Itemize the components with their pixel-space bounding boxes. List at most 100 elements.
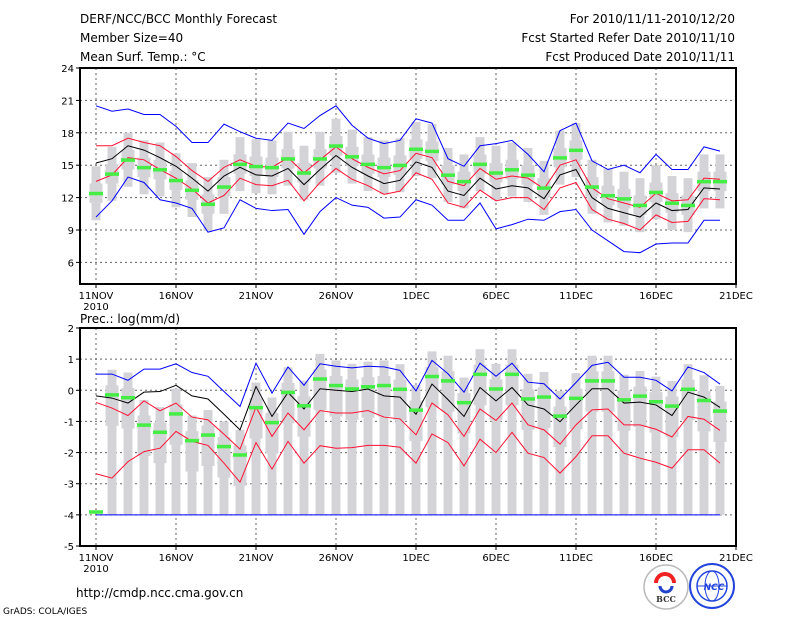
range-box	[521, 389, 535, 430]
observed-mark	[553, 414, 567, 418]
observed-mark	[185, 188, 199, 193]
series-min-line	[95, 176, 720, 254]
range-box	[649, 392, 663, 433]
observed-mark	[137, 423, 151, 427]
range-whisker	[443, 355, 453, 515]
observed-mark	[457, 400, 471, 405]
observed-mark	[297, 404, 311, 408]
observed-mark	[297, 171, 311, 175]
range-box	[553, 406, 567, 447]
y-tick-label: -3	[64, 480, 74, 491]
range-whisker	[427, 351, 437, 515]
x-year-label: 2010	[83, 564, 108, 575]
series-lower-line	[95, 157, 721, 231]
observed-mark	[313, 157, 327, 161]
x-tick-label: 11DEC	[559, 553, 593, 564]
observed-mark	[537, 186, 551, 190]
observed-mark	[233, 162, 247, 167]
range-box	[233, 445, 247, 486]
observed-mark	[521, 173, 535, 177]
observed-mark	[489, 387, 503, 391]
observed-mark	[313, 377, 327, 381]
observed-mark	[201, 433, 215, 437]
observed-mark	[361, 162, 375, 167]
observed-mark	[329, 383, 343, 388]
observed-mark	[585, 379, 599, 383]
observed-mark	[569, 148, 583, 153]
series-max-line	[96, 359, 721, 408]
observed-mark	[473, 162, 487, 167]
range-box	[329, 375, 343, 417]
observed-mark	[665, 201, 679, 205]
range-whisker	[571, 373, 581, 515]
observed-mark	[697, 398, 711, 403]
range-whisker	[411, 384, 421, 515]
observed-mark	[457, 179, 471, 184]
y-tick-label: 2	[68, 324, 74, 335]
range-whisker	[491, 363, 501, 515]
range-whisker	[395, 364, 405, 515]
observed-mark	[169, 178, 183, 183]
range-whisker	[171, 388, 181, 515]
observed-mark	[425, 149, 439, 154]
x-tick-label: 21DEC	[719, 553, 753, 564]
range-box	[121, 388, 135, 429]
observed-mark	[153, 430, 167, 435]
observed-mark	[265, 165, 279, 170]
range-box	[489, 379, 503, 420]
range-box	[345, 379, 359, 420]
x-tick-label: 16DEC	[639, 291, 673, 302]
ncc-logo-text: NCC	[704, 583, 725, 593]
observed-mark	[601, 193, 615, 198]
range-box	[217, 437, 231, 478]
range-whisker	[683, 364, 693, 515]
observed-mark	[153, 168, 167, 172]
series-lower-line	[95, 430, 721, 484]
observed-mark	[121, 158, 135, 162]
x-tick-label: 11DEC	[559, 291, 593, 302]
range-box	[265, 413, 279, 454]
observed-mark	[249, 405, 263, 410]
plot-frame	[79, 327, 737, 547]
range-box	[633, 386, 647, 428]
range-whisker	[379, 360, 389, 515]
observed-mark	[249, 164, 263, 169]
x-tick-label: 21NOV	[239, 291, 274, 302]
plot-frame	[79, 67, 737, 285]
range-box	[105, 385, 119, 426]
observed-mark	[633, 394, 647, 398]
observed-mark	[217, 444, 231, 449]
range-box	[585, 371, 599, 412]
range-box	[457, 393, 471, 434]
temperature-panel-title: Mean Surf. Temp.: °C	[80, 50, 206, 64]
observed-mark	[121, 395, 135, 400]
range-whisker	[315, 353, 325, 515]
observed-mark	[409, 147, 423, 151]
series-mean-line	[95, 145, 721, 218]
range-box	[169, 404, 183, 445]
x-tick-label: 6DEC	[482, 553, 509, 564]
observed-mark	[681, 387, 695, 392]
range-whisker	[107, 369, 117, 515]
y-tick-label: 15	[61, 161, 74, 172]
x-tick-label: 16NOV	[159, 553, 194, 564]
observed-mark	[505, 372, 519, 377]
x-tick-label: 11NOV	[79, 553, 114, 564]
y-tick-label: -2	[64, 449, 74, 460]
observed-mark	[521, 397, 535, 401]
range-whisker	[459, 377, 469, 515]
observed-mark	[441, 173, 455, 177]
x-tick-label: 1DEC	[402, 553, 429, 564]
observed-mark	[233, 453, 247, 457]
observed-mark	[329, 144, 343, 148]
range-box	[137, 415, 151, 456]
observed-mark	[409, 408, 423, 412]
observed-mark	[633, 203, 647, 208]
x-tick-label: 16DEC	[639, 553, 673, 564]
range-whisker	[347, 363, 357, 515]
series-upper-line	[96, 137, 721, 208]
observed-mark	[601, 379, 615, 383]
observed-mark	[425, 374, 439, 379]
bcc-logo: BCC	[643, 564, 689, 610]
range-whisker	[475, 349, 485, 515]
